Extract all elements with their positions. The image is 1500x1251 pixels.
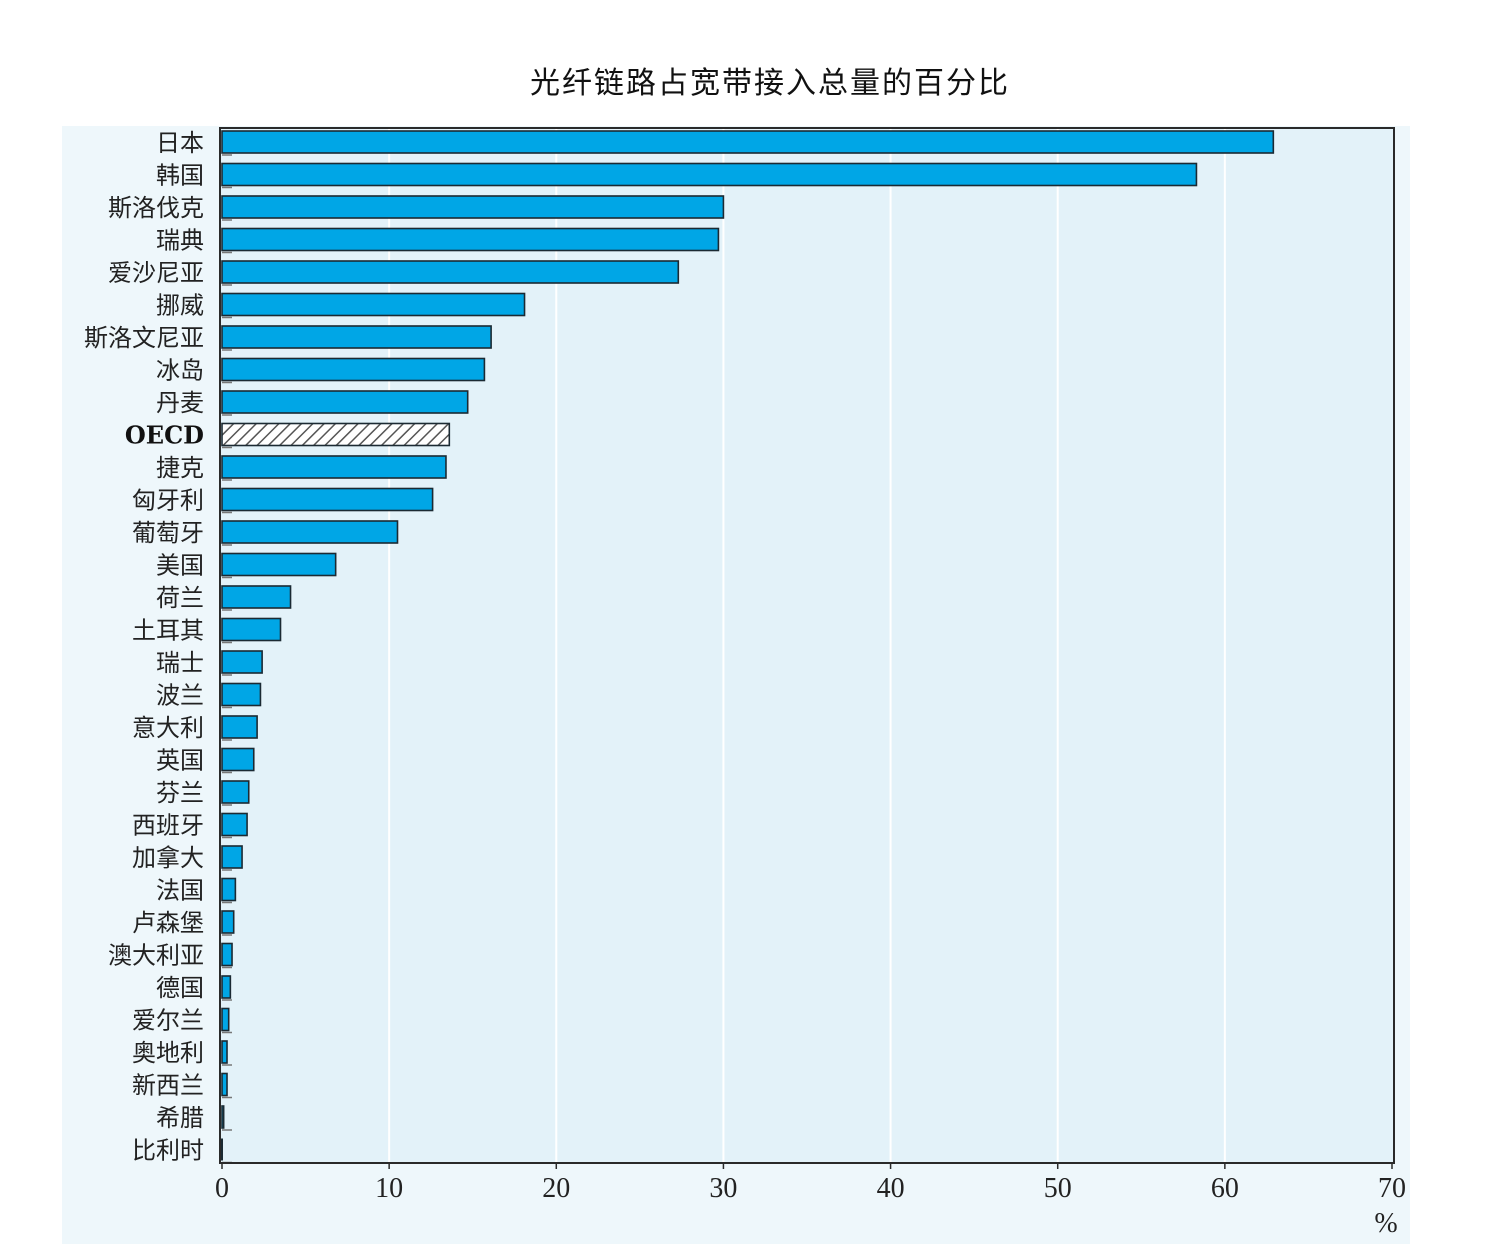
category-label: 德国 (156, 974, 204, 1002)
bar (221, 260, 680, 284)
bar (221, 325, 492, 349)
bar (221, 877, 237, 902)
bar (221, 780, 250, 804)
category-label: 冰岛 (156, 357, 204, 385)
category-label: 新西兰 (132, 1072, 204, 1100)
category-label: OECD (125, 421, 204, 450)
chart-title: 光纤链路占宽带接入总量的百分比 (530, 66, 1010, 101)
category-label: 丹麦 (156, 389, 204, 417)
bar-oecd-average (221, 422, 451, 447)
bar (221, 747, 255, 772)
x-tick-label: 0 (215, 1173, 229, 1204)
bar (221, 520, 399, 544)
bar (221, 585, 292, 609)
bar (221, 1040, 228, 1064)
category-label: 爱尔兰 (132, 1007, 204, 1035)
x-axis-unit-label: % (1374, 1208, 1397, 1239)
category-label: 日本 (156, 129, 204, 157)
x-tick-label: 10 (375, 1173, 403, 1204)
bar (221, 812, 248, 837)
bar (221, 1007, 230, 1032)
bar (221, 910, 235, 934)
bar (221, 292, 526, 317)
bar (221, 390, 469, 414)
category-label: 波兰 (156, 682, 204, 710)
category-label: 瑞士 (156, 649, 204, 677)
bar (221, 130, 1275, 154)
bar (221, 357, 486, 382)
category-label: 奥地利 (132, 1039, 204, 1067)
category-label: 澳大利亚 (108, 942, 204, 970)
category-label: 匈牙利 (132, 487, 204, 515)
bar (221, 455, 447, 479)
bar (221, 227, 720, 252)
category-label: 英国 (156, 747, 204, 775)
category-label: 韩国 (156, 162, 204, 190)
x-tick-label: 30 (709, 1173, 737, 1204)
bar (221, 1105, 225, 1129)
category-label: 美国 (156, 552, 204, 580)
x-tick-label: 40 (877, 1173, 905, 1204)
bar (221, 975, 232, 999)
bar (221, 195, 725, 219)
x-axis-ticks: 0 10 20 30 40 50 60 70 (215, 1163, 1406, 1204)
x-tick-label: 20 (542, 1173, 570, 1204)
category-label: 捷克 (156, 454, 204, 482)
x-tick-label: 70 (1378, 1173, 1406, 1204)
category-label: 法国 (156, 877, 204, 905)
x-tick-label: 60 (1211, 1173, 1239, 1204)
bar (221, 552, 337, 577)
category-label: 挪威 (156, 292, 204, 320)
bar (221, 942, 233, 967)
category-label: 瑞典 (156, 227, 204, 255)
category-label: 土耳其 (132, 617, 204, 645)
bar (221, 617, 282, 642)
bar (221, 845, 243, 869)
category-label: 比利时 (132, 1137, 204, 1165)
category-label: 斯洛伐克 (108, 194, 204, 222)
category-label: 意大利 (132, 714, 204, 742)
category-label: 希腊 (156, 1104, 204, 1132)
bar (221, 1072, 228, 1097)
plot-frame (219, 127, 1395, 1164)
bars (221, 130, 1275, 1164)
category-label: 爱沙尼亚 (108, 259, 204, 287)
gridlines (388, 128, 1226, 1163)
bar (221, 682, 262, 707)
category-label: 西班牙 (132, 812, 204, 840)
category-label: 加拿大 (132, 844, 204, 872)
x-tick-label: 50 (1044, 1173, 1072, 1204)
bar (221, 487, 434, 512)
category-label: 荷兰 (156, 584, 204, 612)
bar (221, 650, 263, 674)
category-label: 葡萄牙 (132, 519, 204, 547)
category-label: 芬兰 (156, 779, 204, 807)
bar (221, 162, 1198, 187)
category-label: 斯洛文尼亚 (84, 324, 204, 352)
bar (221, 715, 258, 739)
category-label: 卢森堡 (132, 909, 204, 937)
